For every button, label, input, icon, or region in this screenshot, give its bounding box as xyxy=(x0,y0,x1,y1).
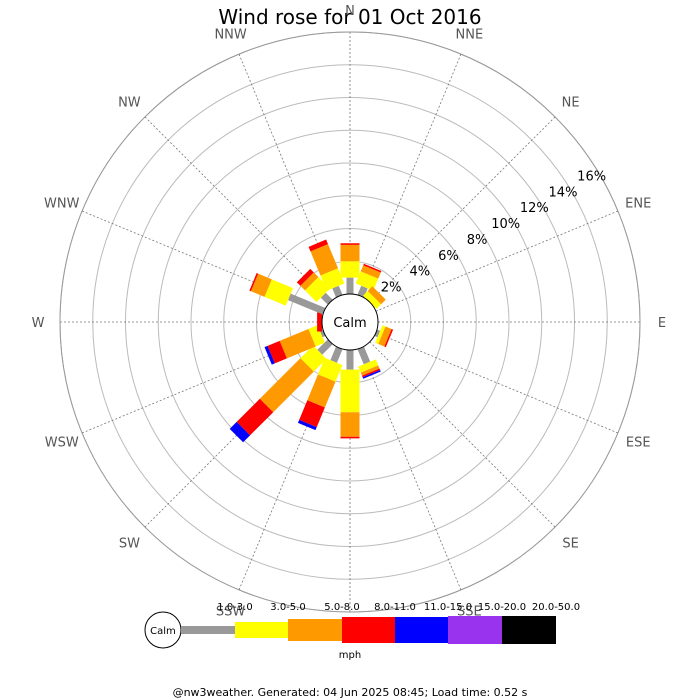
speed-legend: Calm 1.0-3.0 3.0-5.0 5.0-8.0 8.0-11.0 11.0-15… xyxy=(144,602,580,661)
spoke-nw xyxy=(144,116,331,303)
direction-label-ne: NE xyxy=(562,95,580,110)
legend-swatch-1 xyxy=(181,626,235,634)
percent-label-6: 12% xyxy=(520,201,549,216)
bar-ese-bin-1 xyxy=(374,329,381,338)
bar-nw-bin-4 xyxy=(296,268,314,286)
direction-label-nnw: NNW xyxy=(214,28,246,43)
legend-swatch-7 xyxy=(502,616,556,644)
legend-swatch-2 xyxy=(235,622,288,638)
grid-ring-3 xyxy=(223,195,477,449)
direction-label-se: SE xyxy=(562,537,578,552)
percent-labels: 2% 4% 6% 8%10%12%14%16% xyxy=(381,169,606,295)
percent-label-5: 10% xyxy=(491,217,520,232)
bar-wsw-bin-2 xyxy=(308,325,325,347)
bar-wnw-bin-2 xyxy=(264,279,293,306)
bar-sw-bin-5 xyxy=(229,421,251,443)
legend-label-6: 15.0-20.0 xyxy=(478,602,526,613)
legend-swatch-3 xyxy=(288,619,342,641)
legend-swatch-6 xyxy=(448,616,502,644)
bar-nw-bin-1 xyxy=(320,292,333,305)
bar-nne-bin-3 xyxy=(360,265,381,279)
grid-ring-5 xyxy=(157,129,543,515)
bar-wsw-bin-4 xyxy=(267,340,287,364)
legend-label-4: 8.0-11.0 xyxy=(374,602,416,613)
bar-sw-bin-1 xyxy=(317,339,333,355)
bar-ese-bin-3 xyxy=(378,326,392,347)
bar-nnw-bin-3 xyxy=(310,244,339,276)
bar-sse-bin-2 xyxy=(358,359,379,373)
bar-nne-bin-2 xyxy=(355,271,379,291)
legend-label-3: 5.0-8.0 xyxy=(324,602,359,613)
bar-wnw-bin-4 xyxy=(249,273,259,292)
bar-sw-bin-4 xyxy=(236,398,274,436)
bar-ne-bin-3 xyxy=(367,286,386,305)
direction-label-nne: NNE xyxy=(456,28,484,43)
bar-sw-bin-3 xyxy=(259,358,314,413)
bar-wsw-bin-1 xyxy=(319,329,326,338)
bar-wsw-bin-5 xyxy=(264,345,275,365)
direction-label-ene: ENE xyxy=(625,197,651,212)
bar-ne-bin-2 xyxy=(363,290,382,309)
percent-label-8: 16% xyxy=(577,169,606,184)
legend-calm-label: Calm xyxy=(150,626,176,637)
bar-ssw-bin-1 xyxy=(330,346,343,363)
bar-nw-bin-3 xyxy=(300,272,319,291)
percent-label-7: 14% xyxy=(549,185,578,200)
direction-label-w: W xyxy=(32,316,45,331)
direction-label-ese: ESE xyxy=(626,435,651,450)
bar-sse-bin-5 xyxy=(362,369,381,379)
legend-label-7: 20.0-50.0 xyxy=(532,602,580,613)
direction-label-wsw: WSW xyxy=(45,435,79,450)
bar-nnw-bin-1 xyxy=(332,285,343,298)
bar-nnw-bin-4 xyxy=(308,239,329,252)
bar-ssw-bin-2 xyxy=(317,357,343,382)
legend-label-1: 1.0-3.0 xyxy=(217,602,252,613)
bar-wnw-bin-1 xyxy=(287,293,326,315)
percent-label-4: 8% xyxy=(467,233,488,248)
chart-title: Wind rose for 01 Oct 2016 xyxy=(218,5,481,29)
direction-label-e: E xyxy=(658,316,666,331)
bar-wsw-bin-3 xyxy=(279,328,316,359)
legend-swatch-4 xyxy=(342,617,395,643)
legend-label-2: 3.0-5.0 xyxy=(270,602,305,613)
legend-label-5: 11.0-15.0 xyxy=(424,602,472,613)
bar-wnw-bin-3 xyxy=(250,273,272,297)
bar-sw-bin-2 xyxy=(300,345,327,372)
calm-label: Calm xyxy=(333,316,366,331)
wind-bars xyxy=(229,239,394,443)
bar-ssw-bin-4 xyxy=(299,400,325,428)
direction-label-wnw: WNW xyxy=(44,197,80,212)
bar-sse-bin-3 xyxy=(360,365,380,376)
legend-swatch-5 xyxy=(395,617,448,643)
legend-unit: mph xyxy=(339,650,361,661)
percent-label-1: 2% xyxy=(381,281,402,296)
direction-label-n: N xyxy=(345,4,355,19)
direction-label-ssw: SSW xyxy=(216,604,246,619)
bar-nnw-bin-2 xyxy=(320,268,345,291)
calm-circle: Calm xyxy=(321,293,379,351)
bar-ssw-bin-3 xyxy=(307,374,336,408)
bar-ese-bin-4 xyxy=(384,328,394,348)
footer-text: @nw3weather. Generated: 04 Jun 2025 08:4… xyxy=(173,686,528,699)
bar-nne-bin-4 xyxy=(363,263,382,273)
percent-label-3: 6% xyxy=(438,249,459,264)
bar-ssw-bin-5 xyxy=(297,419,317,431)
bar-sse-bin-4 xyxy=(361,368,381,378)
direction-label-nw: NW xyxy=(118,95,141,110)
percent-label-2: 4% xyxy=(409,265,430,280)
grid-ring-4 xyxy=(190,162,510,482)
bar-nne-bin-1 xyxy=(357,285,368,298)
bar-nw-bin-2 xyxy=(304,276,330,302)
bar-sse-bin-1 xyxy=(357,346,371,365)
direction-label-sw: SW xyxy=(119,537,140,552)
direction-label-sse: SSE xyxy=(457,604,482,619)
bar-ese-bin-2 xyxy=(375,325,386,344)
